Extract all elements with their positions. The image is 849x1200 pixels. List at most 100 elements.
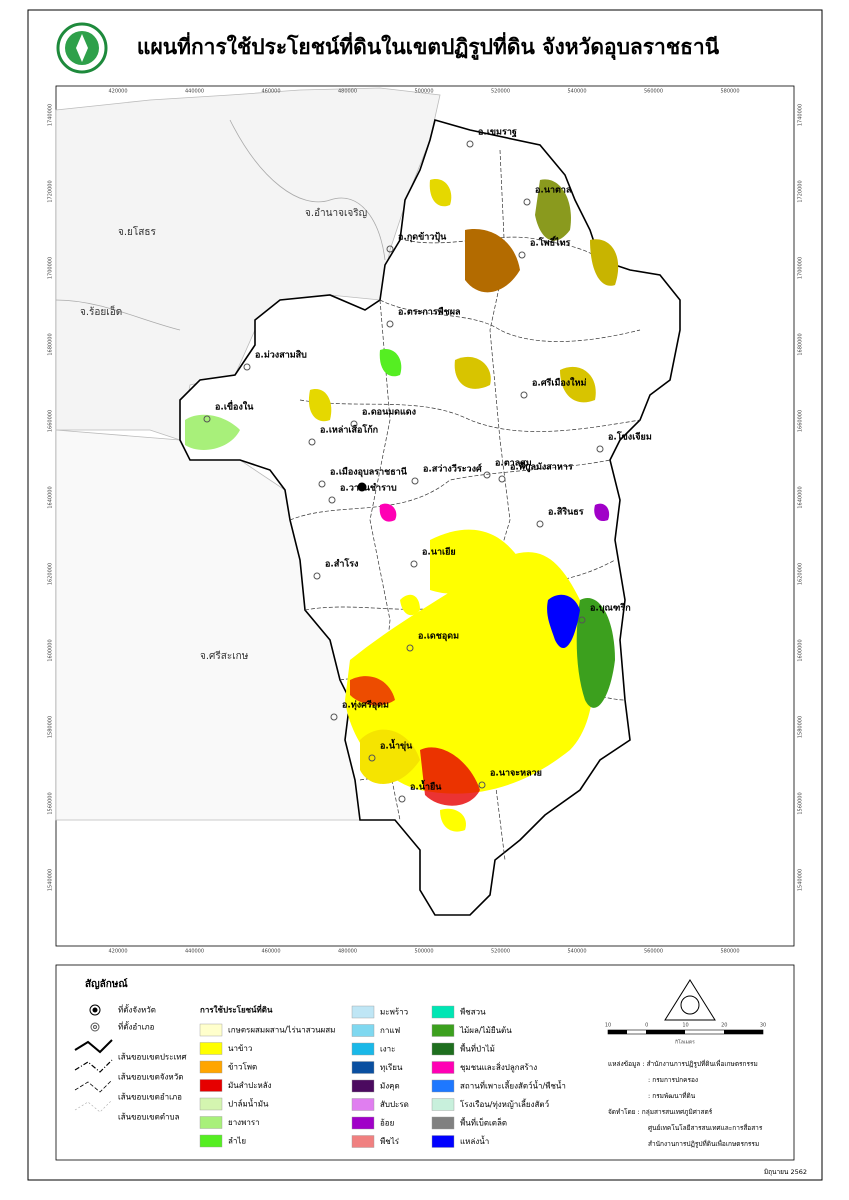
grid-x-label: 520000 xyxy=(491,949,510,955)
legend-symbol-label: เส้นขอบเขตจังหวัด xyxy=(118,1073,183,1082)
legend-swatch xyxy=(351,1079,375,1093)
grid-x-label: 540000 xyxy=(567,949,586,955)
district-marker xyxy=(313,572,321,580)
legend-label: มันสำปะหลัง xyxy=(228,1081,272,1090)
legend-swatch xyxy=(351,1042,375,1056)
legend-swatch xyxy=(431,1024,455,1037)
legend-swatch xyxy=(199,1060,223,1074)
legend-title: สัญลักษณ์ xyxy=(85,978,128,990)
district-marker xyxy=(243,363,251,371)
legend-swatch xyxy=(351,1061,375,1074)
scale-tick: 20 xyxy=(721,1023,727,1029)
source-note: : กรมการปกครอง xyxy=(648,1076,698,1084)
source-note: ศูนย์เทคโนโลยีสารสนเทศและการสื่อสาร xyxy=(648,1123,763,1132)
scale-bar xyxy=(607,1029,764,1035)
legend-swatch xyxy=(199,1116,223,1129)
grid-x-label: 460000 xyxy=(261,89,280,95)
district-marker xyxy=(350,420,358,428)
grid-x-label: 420000 xyxy=(108,89,127,95)
district-label: อ.พิบูลมังสาหาร xyxy=(510,462,573,473)
grid-x-label: 480000 xyxy=(338,89,357,95)
legend-swatch xyxy=(431,1116,455,1130)
district-label: อ.วารินชำราบ xyxy=(340,483,397,494)
legend-label: ทุเรียน xyxy=(380,1063,403,1072)
legend-symbol-label: ที่ตั้งอำเภอ xyxy=(118,1021,155,1032)
legend-swatch xyxy=(431,1005,455,1019)
district-label: อ.โพธิ์ไทร xyxy=(530,236,571,249)
landuse-title: การใช้ประโยชน์ที่ดิน xyxy=(200,1004,273,1015)
grid-y-label: 1620000 xyxy=(48,563,54,585)
legend-label: พื้นที่ป่าไม้ xyxy=(460,1043,495,1054)
grid-x-label: 480000 xyxy=(338,949,357,955)
legend-label: พืชไร่ xyxy=(380,1137,400,1146)
district-label: อ.นาตาล xyxy=(535,186,571,196)
grid-y-label: 1640000 xyxy=(798,486,804,508)
district-label: อ.เขมราฐ xyxy=(478,128,517,138)
legend-symbol-label: ที่ตั้งจังหวัด xyxy=(118,1004,156,1015)
legend-frame xyxy=(55,964,795,1161)
district-label: อ.น้ำยืน xyxy=(410,780,442,793)
grid-y-label: 1600000 xyxy=(798,639,804,661)
grid-y-label: 1540000 xyxy=(798,869,804,891)
legend-swatch xyxy=(351,1098,375,1111)
district-marker xyxy=(308,438,316,446)
title: แผนที่การใช้ประโยชน์ที่ดินในเขตปฏิรูปที่… xyxy=(137,31,720,61)
grid-x-label: 580000 xyxy=(720,89,739,95)
legend-swatch xyxy=(351,1024,375,1037)
grid-y-label: 1640000 xyxy=(48,486,54,508)
map xyxy=(55,87,681,916)
scale-tick: 30 xyxy=(760,1023,766,1029)
source-note: จัดทำโดย : กลุ่มสารสนเทศภูมิศาสตร์ xyxy=(608,1108,713,1116)
page-border xyxy=(27,9,823,1181)
legend-label: แหล่งน้ำ xyxy=(460,1135,489,1146)
grid-y-label: 1580000 xyxy=(798,716,804,738)
grid-y-label: 1560000 xyxy=(48,792,54,814)
grid-y-label: 1700000 xyxy=(48,257,54,279)
legend-label: สับปะรด xyxy=(380,1100,409,1109)
grid-x-label: 440000 xyxy=(185,949,204,955)
district-label: อ.ม่วงสามสิบ xyxy=(255,350,307,361)
legend-label: นาข้าว xyxy=(228,1044,252,1053)
grid-x-label: 520000 xyxy=(491,89,510,95)
district-marker xyxy=(596,445,604,453)
district-marker xyxy=(328,496,336,504)
legend-swatch xyxy=(351,1005,375,1019)
district-label: อ.นาจะหลวย xyxy=(490,769,542,779)
scale-tick: 10 xyxy=(605,1023,611,1029)
grid-x-label: 560000 xyxy=(644,949,663,955)
district-marker xyxy=(203,415,211,423)
district-label: อ.สิรินธร xyxy=(548,507,584,518)
district-label: อ.กุดข้าวปุ้น xyxy=(398,232,447,243)
legend-label: พืชสวน xyxy=(460,1008,486,1017)
district-marker xyxy=(410,560,418,568)
district-label: อ.บุณฑริก xyxy=(590,603,631,614)
district-label: อ.สำโรง xyxy=(325,558,358,570)
grid-x-label: 580000 xyxy=(720,949,739,955)
legend-swatch xyxy=(431,1079,455,1093)
legend-swatch xyxy=(199,1097,223,1111)
legend-symbol-label: เส้นขอบเขตประเทศ xyxy=(118,1053,187,1062)
district-marker xyxy=(520,391,528,399)
legend-swatch xyxy=(431,1098,455,1111)
grid-x-label: 560000 xyxy=(644,89,663,95)
grid-y-label: 1540000 xyxy=(48,869,54,891)
legend-swatch xyxy=(351,1116,375,1130)
legend-label: ไม้ผล/ไม้ยืนต้น xyxy=(459,1026,512,1035)
grid-y-label: 1580000 xyxy=(48,716,54,738)
province-label: จ.อำนาจเจริญ xyxy=(305,208,367,219)
grid-y-label: 1680000 xyxy=(48,333,54,355)
district-marker xyxy=(318,480,326,488)
source-note: สำนักงานการปฏิรูปที่ดินเพื่อเกษตรกรรม xyxy=(648,1139,759,1148)
grid-x-label: 460000 xyxy=(261,949,280,955)
district-label: อ.ศรีเมืองใหม่ xyxy=(532,377,587,389)
legend-swatch xyxy=(199,1079,223,1092)
symbol-glyphs xyxy=(74,1004,113,1113)
legend-label: อ้อย xyxy=(380,1119,394,1128)
grid-y-label: 1600000 xyxy=(48,639,54,661)
district-marker xyxy=(411,477,419,485)
grid-y-label: 1720000 xyxy=(798,180,804,202)
logo xyxy=(56,22,108,74)
district-marker xyxy=(398,795,406,803)
grid-x-label: 500000 xyxy=(414,949,433,955)
